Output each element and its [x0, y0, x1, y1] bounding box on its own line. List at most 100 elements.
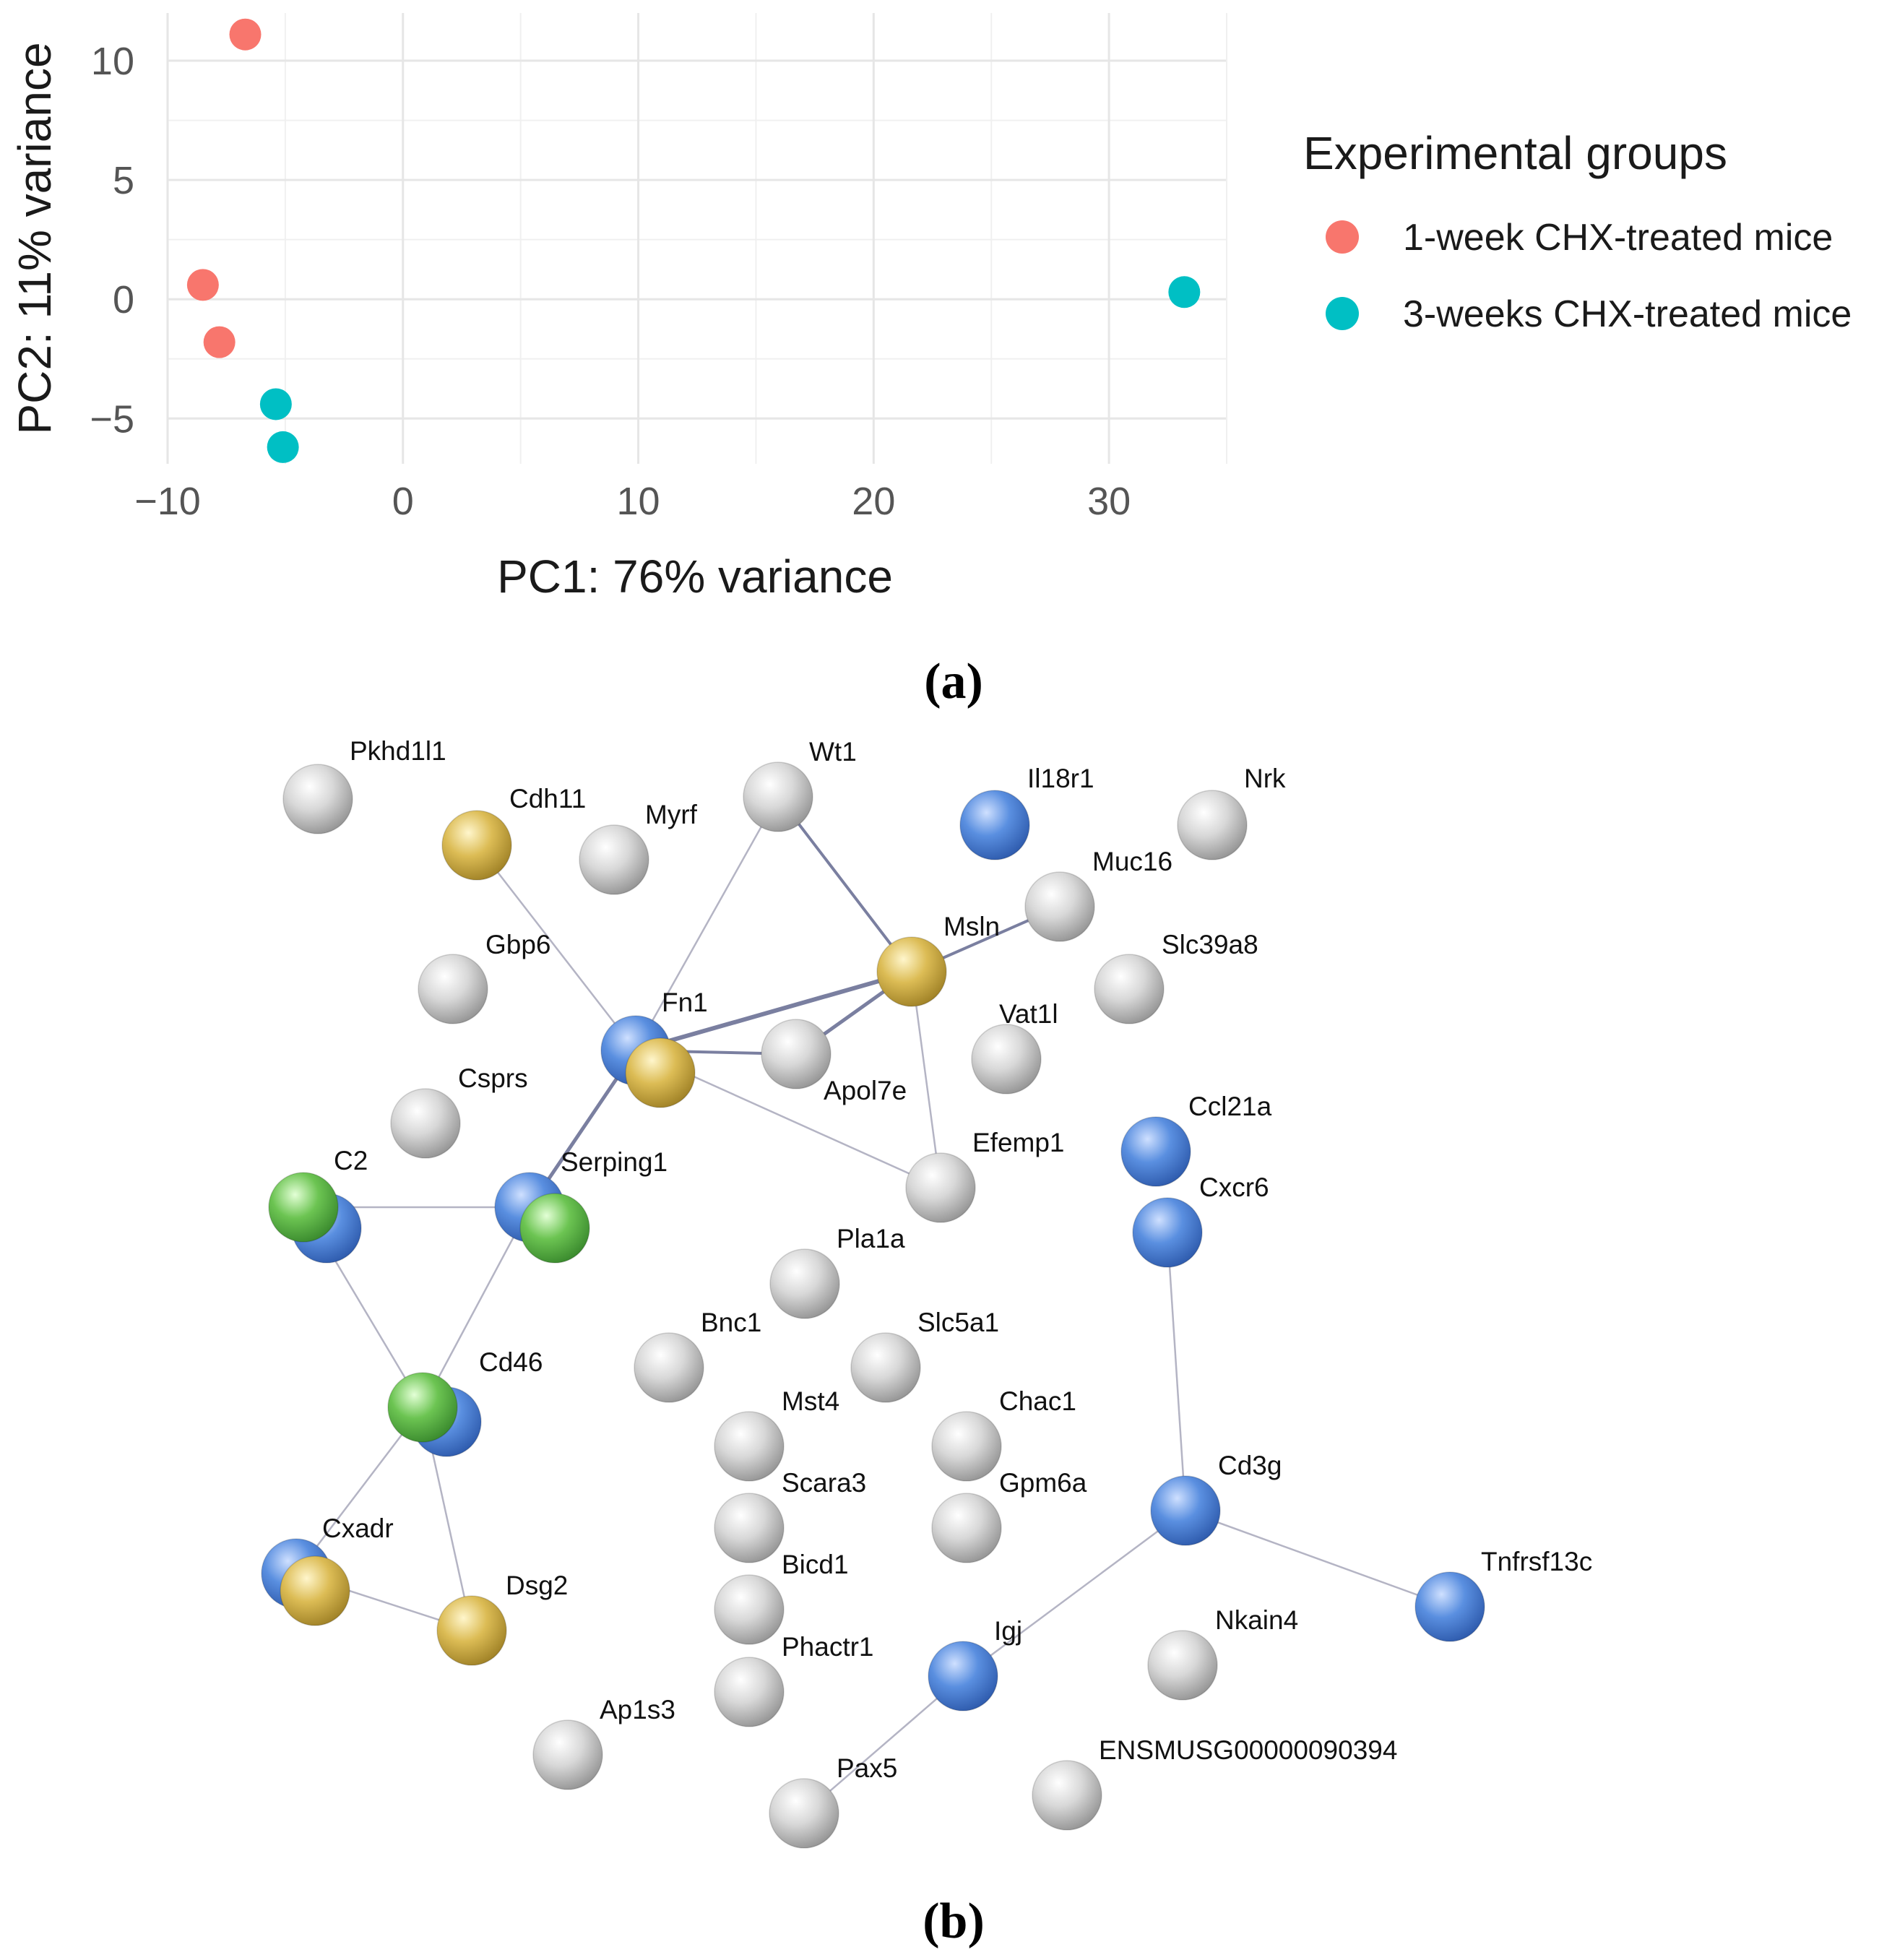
panel-label-b: (b) — [923, 1894, 985, 1949]
node-pkhd1l1 — [282, 764, 353, 834]
pca-x-tick-label: −10 — [134, 480, 201, 523]
node-tnfrsf13c — [1414, 1571, 1485, 1642]
node-label-cxcr6: Cxcr6 — [1199, 1173, 1269, 1202]
node-apol7e — [761, 1019, 831, 1089]
network-edge — [295, 1407, 423, 1574]
pca-gridlines — [166, 13, 1227, 464]
pca-point-series-1 — [186, 269, 219, 301]
network-edge — [1185, 1509, 1451, 1608]
network-edge — [962, 1509, 1186, 1678]
protein-network: Pkhd1l1 Cdh11 Myrf Wt1 Il18r1 Nrk Muc16 Msln Gbp… — [261, 736, 1592, 1849]
node-label-csprs: Csprs — [458, 1063, 528, 1093]
node-label-efemp1: Efemp1 — [972, 1128, 1065, 1157]
legend-swatch-1-week — [1326, 220, 1359, 254]
network-edge — [421, 1206, 531, 1408]
node-label-muc16: Muc16 — [1092, 847, 1172, 876]
pca-x-tick-label: 30 — [1087, 480, 1131, 523]
node-wt1 — [743, 761, 813, 832]
node-gbp6 — [418, 954, 488, 1024]
pca-point-series-2 — [1168, 276, 1201, 308]
node-label-slc39a8: Slc39a8 — [1162, 930, 1258, 959]
pca-point-series-2 — [267, 431, 299, 463]
node-label-nkain4: Nkain4 — [1215, 1605, 1298, 1635]
legend-swatch-3-weeks — [1326, 297, 1359, 330]
network-edge — [476, 845, 636, 1051]
pca-x-tick-label: 20 — [852, 480, 895, 523]
node-label-ccl21a: Ccl21a — [1188, 1092, 1272, 1121]
node-label-wt1: Wt1 — [809, 737, 857, 767]
network-edge — [910, 971, 942, 1188]
node-igj — [928, 1641, 998, 1711]
network-labels: Pkhd1l1 Cdh11 Myrf Wt1 Il18r1 Nrk Muc16 Msln Gbp… — [322, 736, 1592, 1783]
node-label-myrf: Myrf — [645, 800, 698, 829]
pca-points — [186, 18, 1201, 463]
node-label-pkhd1l1: Pkhd1l1 — [350, 736, 446, 766]
node-label-il18r1: Il18r1 — [1027, 764, 1094, 793]
pca-y-axis-label: PC2: 11% variance — [9, 42, 61, 434]
node-label-pax5: Pax5 — [837, 1753, 897, 1783]
node-muc16 — [1024, 871, 1095, 942]
node-label-pla1a: Pla1a — [837, 1224, 905, 1253]
node-label-nrk: Nrk — [1244, 764, 1286, 793]
node-label-igj: Igj — [994, 1616, 1022, 1646]
node-label-bnc1: Bnc1 — [701, 1308, 761, 1337]
node-scara3 — [714, 1493, 785, 1563]
network-nodes — [261, 761, 1485, 1849]
node-label-cd3g: Cd3g — [1218, 1451, 1282, 1480]
node-bicd1 — [714, 1574, 785, 1645]
legend-title: Experimental groups — [1303, 127, 1727, 179]
network-edge — [1166, 1232, 1187, 1511]
node-label-vat1l: Vat1l — [999, 999, 1058, 1029]
node-cdh11 — [441, 810, 512, 881]
panel-label-a: (a) — [924, 654, 983, 709]
node-label-cd46: Cd46 — [479, 1347, 543, 1377]
node-slc5a1 — [850, 1332, 921, 1403]
node-label-bicd1: Bicd1 — [782, 1550, 849, 1579]
pca-x-tick-labels: −10 0 10 20 30 — [134, 480, 1131, 523]
node-cd3g — [1150, 1475, 1221, 1546]
node-cxadr-secondary — [280, 1555, 350, 1626]
pca-x-axis-label: PC1: 76% variance — [497, 551, 893, 603]
node-cxcr6 — [1132, 1197, 1203, 1268]
node-serping1-secondary — [519, 1193, 590, 1264]
legend-label-1-week: 1-week CHX-treated mice — [1403, 217, 1833, 259]
pca-point-series-1 — [203, 326, 236, 358]
network-edge — [634, 796, 779, 1051]
pca-scatter-plot: −5 0 5 10 −10 0 10 20 30 PC1: 76% variance PC2:… — [9, 13, 1227, 603]
node-myrf — [579, 824, 649, 895]
node-label-gbp6: Gbp6 — [485, 930, 551, 959]
node-ccl21a — [1120, 1116, 1191, 1187]
node-chac1 — [931, 1411, 1002, 1482]
node-label-msln: Msln — [943, 912, 1000, 941]
pca-y-tick-labels: −5 0 5 10 — [90, 40, 134, 441]
node-slc39a8 — [1094, 954, 1165, 1024]
node-label-serping1: Serping1 — [561, 1147, 668, 1177]
legend-label-3-weeks: 3-weeks CHX-treated mice — [1403, 293, 1852, 335]
node-c2 — [268, 1172, 339, 1243]
node-vat1l — [971, 1024, 1042, 1095]
node-mst4 — [714, 1411, 785, 1482]
pca-point-series-1 — [229, 18, 262, 51]
node-label-scara3: Scara3 — [782, 1468, 866, 1498]
node-label-slc5a1: Slc5a1 — [917, 1308, 999, 1337]
node-label-cxadr: Cxadr — [322, 1514, 394, 1543]
node-pax5 — [769, 1778, 839, 1849]
node-label-phactr1: Phactr1 — [782, 1632, 874, 1662]
network-edge — [777, 795, 913, 973]
node-label-chac1: Chac1 — [999, 1386, 1076, 1416]
node-il18r1 — [959, 790, 1030, 860]
network-edge — [803, 1675, 964, 1814]
pca-x-tick-label: 10 — [617, 480, 660, 523]
pca-y-tick-label: 10 — [91, 40, 134, 83]
node-ensmusg00000090394 — [1032, 1760, 1102, 1831]
node-label-c2: C2 — [334, 1146, 368, 1175]
node-phactr1 — [714, 1657, 785, 1727]
node-csprs — [390, 1088, 461, 1159]
node-cd46 — [387, 1372, 458, 1443]
node-fn1-secondary — [625, 1037, 696, 1108]
node-label-ap1s3: Ap1s3 — [600, 1695, 675, 1724]
node-efemp1 — [905, 1152, 976, 1223]
pca-y-tick-label: 5 — [113, 159, 134, 202]
pca-x-tick-label: 0 — [392, 480, 414, 523]
pca-point-series-2 — [259, 388, 292, 420]
